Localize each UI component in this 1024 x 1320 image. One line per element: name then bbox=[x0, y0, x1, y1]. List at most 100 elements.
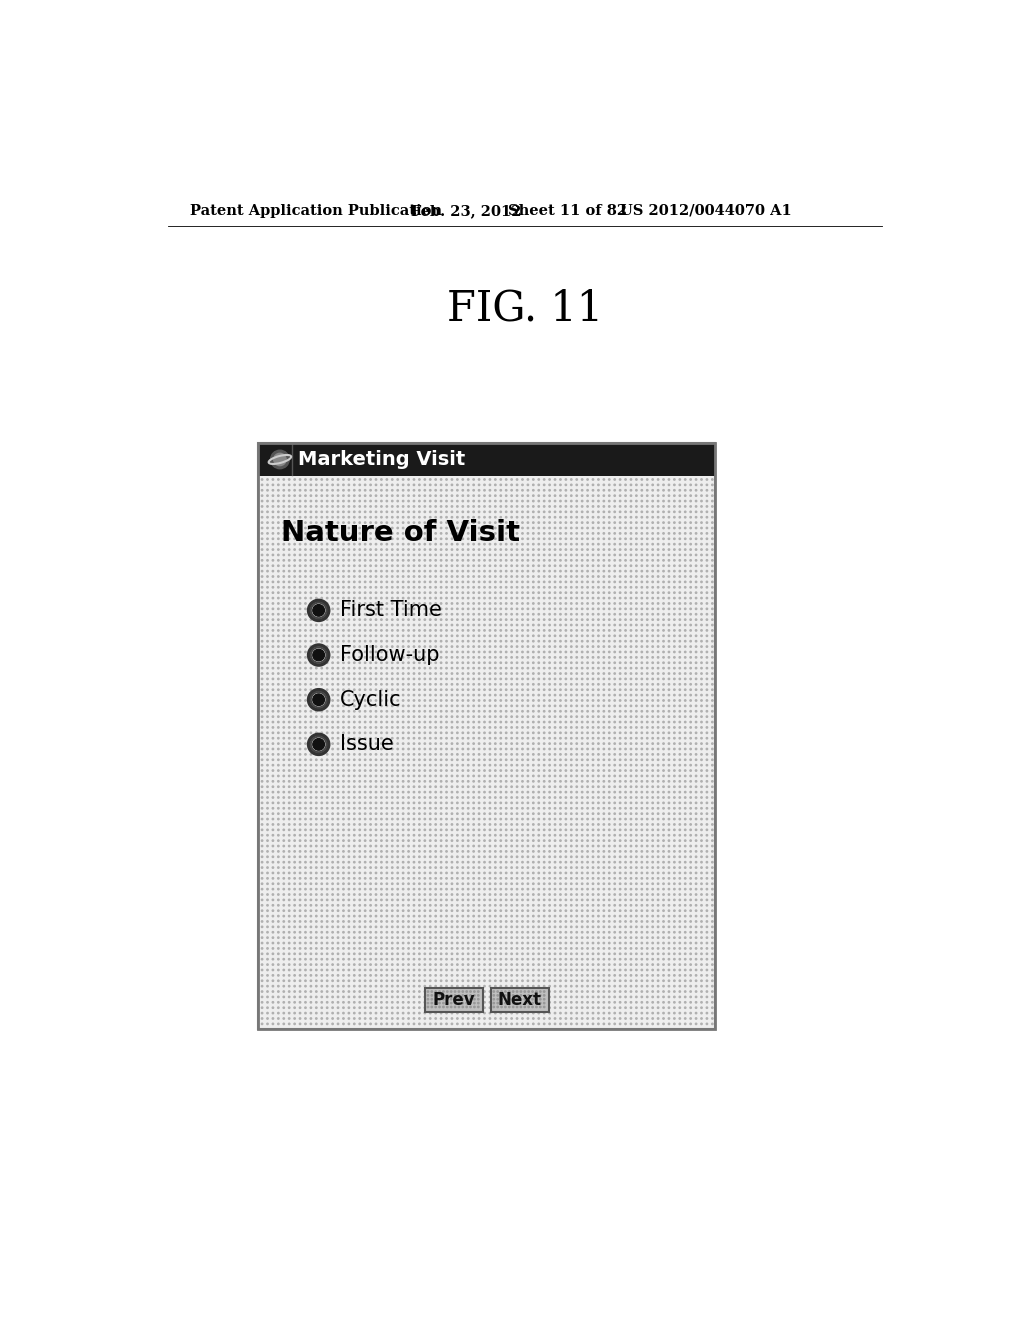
Circle shape bbox=[452, 700, 453, 701]
Circle shape bbox=[489, 1023, 490, 1024]
Circle shape bbox=[544, 668, 545, 669]
Circle shape bbox=[272, 539, 273, 540]
Circle shape bbox=[365, 484, 366, 486]
Circle shape bbox=[435, 721, 436, 723]
Circle shape bbox=[348, 560, 349, 561]
Circle shape bbox=[495, 764, 496, 766]
Circle shape bbox=[337, 979, 339, 982]
Circle shape bbox=[511, 490, 512, 491]
Circle shape bbox=[532, 845, 535, 846]
Circle shape bbox=[473, 635, 474, 636]
Circle shape bbox=[322, 834, 323, 836]
Circle shape bbox=[272, 645, 273, 647]
Circle shape bbox=[435, 1007, 436, 1008]
Circle shape bbox=[652, 883, 653, 884]
Circle shape bbox=[544, 721, 545, 723]
Circle shape bbox=[289, 785, 290, 788]
Circle shape bbox=[359, 710, 360, 711]
Circle shape bbox=[527, 845, 528, 846]
Circle shape bbox=[365, 845, 366, 846]
Circle shape bbox=[435, 560, 436, 561]
Circle shape bbox=[652, 727, 653, 729]
Circle shape bbox=[462, 715, 464, 717]
Circle shape bbox=[532, 511, 535, 512]
Circle shape bbox=[353, 635, 355, 636]
Circle shape bbox=[505, 998, 506, 1001]
Circle shape bbox=[560, 635, 561, 636]
Circle shape bbox=[391, 619, 393, 620]
Circle shape bbox=[506, 663, 507, 664]
Circle shape bbox=[641, 560, 642, 561]
Circle shape bbox=[641, 986, 642, 987]
Circle shape bbox=[315, 630, 317, 631]
Circle shape bbox=[625, 878, 627, 879]
Circle shape bbox=[457, 619, 458, 620]
Circle shape bbox=[700, 581, 702, 582]
Circle shape bbox=[631, 867, 632, 869]
Circle shape bbox=[272, 710, 273, 711]
Circle shape bbox=[608, 845, 610, 846]
Circle shape bbox=[522, 560, 523, 561]
Circle shape bbox=[435, 700, 436, 701]
Circle shape bbox=[657, 495, 658, 496]
Circle shape bbox=[538, 560, 540, 561]
Circle shape bbox=[294, 991, 295, 993]
Circle shape bbox=[397, 554, 398, 556]
Circle shape bbox=[582, 495, 583, 496]
Circle shape bbox=[603, 516, 604, 517]
Circle shape bbox=[365, 888, 366, 890]
Circle shape bbox=[620, 511, 621, 512]
Circle shape bbox=[376, 603, 377, 605]
Circle shape bbox=[305, 1023, 306, 1024]
Circle shape bbox=[592, 845, 594, 846]
Circle shape bbox=[359, 560, 360, 561]
Text: Next: Next bbox=[498, 991, 542, 1008]
Circle shape bbox=[419, 576, 420, 577]
Circle shape bbox=[462, 533, 464, 535]
Circle shape bbox=[560, 878, 561, 879]
Circle shape bbox=[294, 738, 295, 739]
Circle shape bbox=[500, 640, 502, 642]
Circle shape bbox=[614, 780, 615, 781]
Circle shape bbox=[272, 715, 273, 717]
Circle shape bbox=[592, 899, 594, 900]
Circle shape bbox=[353, 743, 355, 744]
Circle shape bbox=[549, 915, 550, 917]
Circle shape bbox=[299, 1012, 301, 1014]
Circle shape bbox=[560, 1002, 561, 1003]
Circle shape bbox=[669, 915, 670, 917]
Circle shape bbox=[577, 527, 578, 529]
Circle shape bbox=[544, 764, 545, 766]
Circle shape bbox=[646, 986, 648, 987]
Circle shape bbox=[462, 862, 464, 863]
Circle shape bbox=[353, 894, 355, 895]
Circle shape bbox=[679, 614, 681, 615]
Circle shape bbox=[435, 715, 436, 717]
Circle shape bbox=[365, 785, 366, 788]
Circle shape bbox=[473, 495, 474, 496]
Circle shape bbox=[462, 651, 464, 652]
Circle shape bbox=[516, 909, 518, 911]
Circle shape bbox=[327, 808, 328, 809]
Circle shape bbox=[283, 894, 285, 895]
Circle shape bbox=[294, 986, 295, 987]
Circle shape bbox=[376, 521, 377, 523]
Circle shape bbox=[522, 1007, 523, 1008]
Circle shape bbox=[391, 521, 393, 523]
Circle shape bbox=[695, 705, 696, 706]
Circle shape bbox=[332, 586, 333, 587]
Circle shape bbox=[614, 840, 615, 841]
Circle shape bbox=[646, 958, 648, 960]
Circle shape bbox=[445, 506, 447, 507]
Circle shape bbox=[294, 743, 295, 744]
Circle shape bbox=[570, 759, 572, 760]
Circle shape bbox=[495, 591, 496, 594]
Circle shape bbox=[397, 785, 398, 788]
Circle shape bbox=[614, 845, 615, 846]
Circle shape bbox=[598, 792, 599, 793]
Circle shape bbox=[408, 495, 410, 496]
Circle shape bbox=[278, 974, 280, 975]
Circle shape bbox=[327, 598, 328, 599]
Circle shape bbox=[402, 511, 403, 512]
Circle shape bbox=[577, 614, 578, 615]
